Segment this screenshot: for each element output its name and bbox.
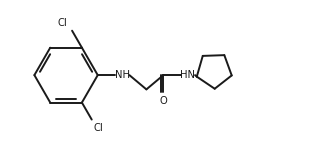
Text: Cl: Cl bbox=[93, 123, 103, 133]
Text: Cl: Cl bbox=[58, 18, 67, 28]
Text: NH: NH bbox=[115, 70, 130, 80]
Text: O: O bbox=[160, 96, 167, 106]
Text: HN: HN bbox=[180, 70, 195, 80]
